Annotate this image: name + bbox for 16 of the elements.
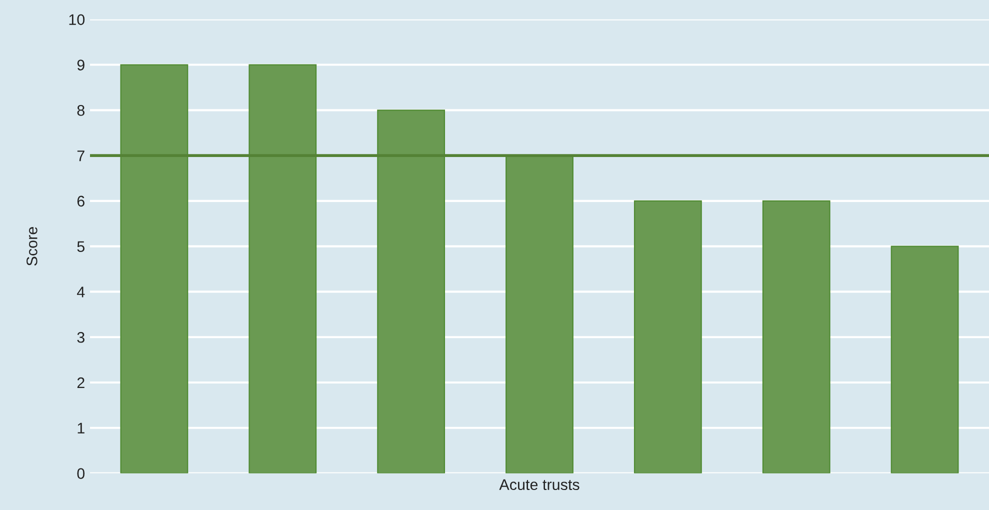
bar — [634, 200, 702, 474]
bar — [890, 246, 959, 474]
y-tick-label: 0 — [77, 468, 85, 479]
y-tick-label: 6 — [77, 196, 84, 207]
y-tick-label: 10 — [69, 14, 85, 26]
y-axis-title: Score — [26, 227, 38, 266]
y-tick-label: 8 — [77, 105, 84, 116]
x-axis-title: Acute trusts — [499, 479, 580, 490]
y-tick-label: 4 — [76, 286, 85, 298]
y-tick-label: 5 — [77, 241, 84, 252]
y-tick-label: 1 — [78, 422, 84, 434]
y-tick-label: 9 — [77, 60, 84, 70]
bar — [762, 200, 830, 474]
y-tick-label: 3 — [77, 332, 84, 343]
y-tick-label: 7 — [77, 150, 84, 162]
y-tick-label: 2 — [77, 377, 84, 388]
